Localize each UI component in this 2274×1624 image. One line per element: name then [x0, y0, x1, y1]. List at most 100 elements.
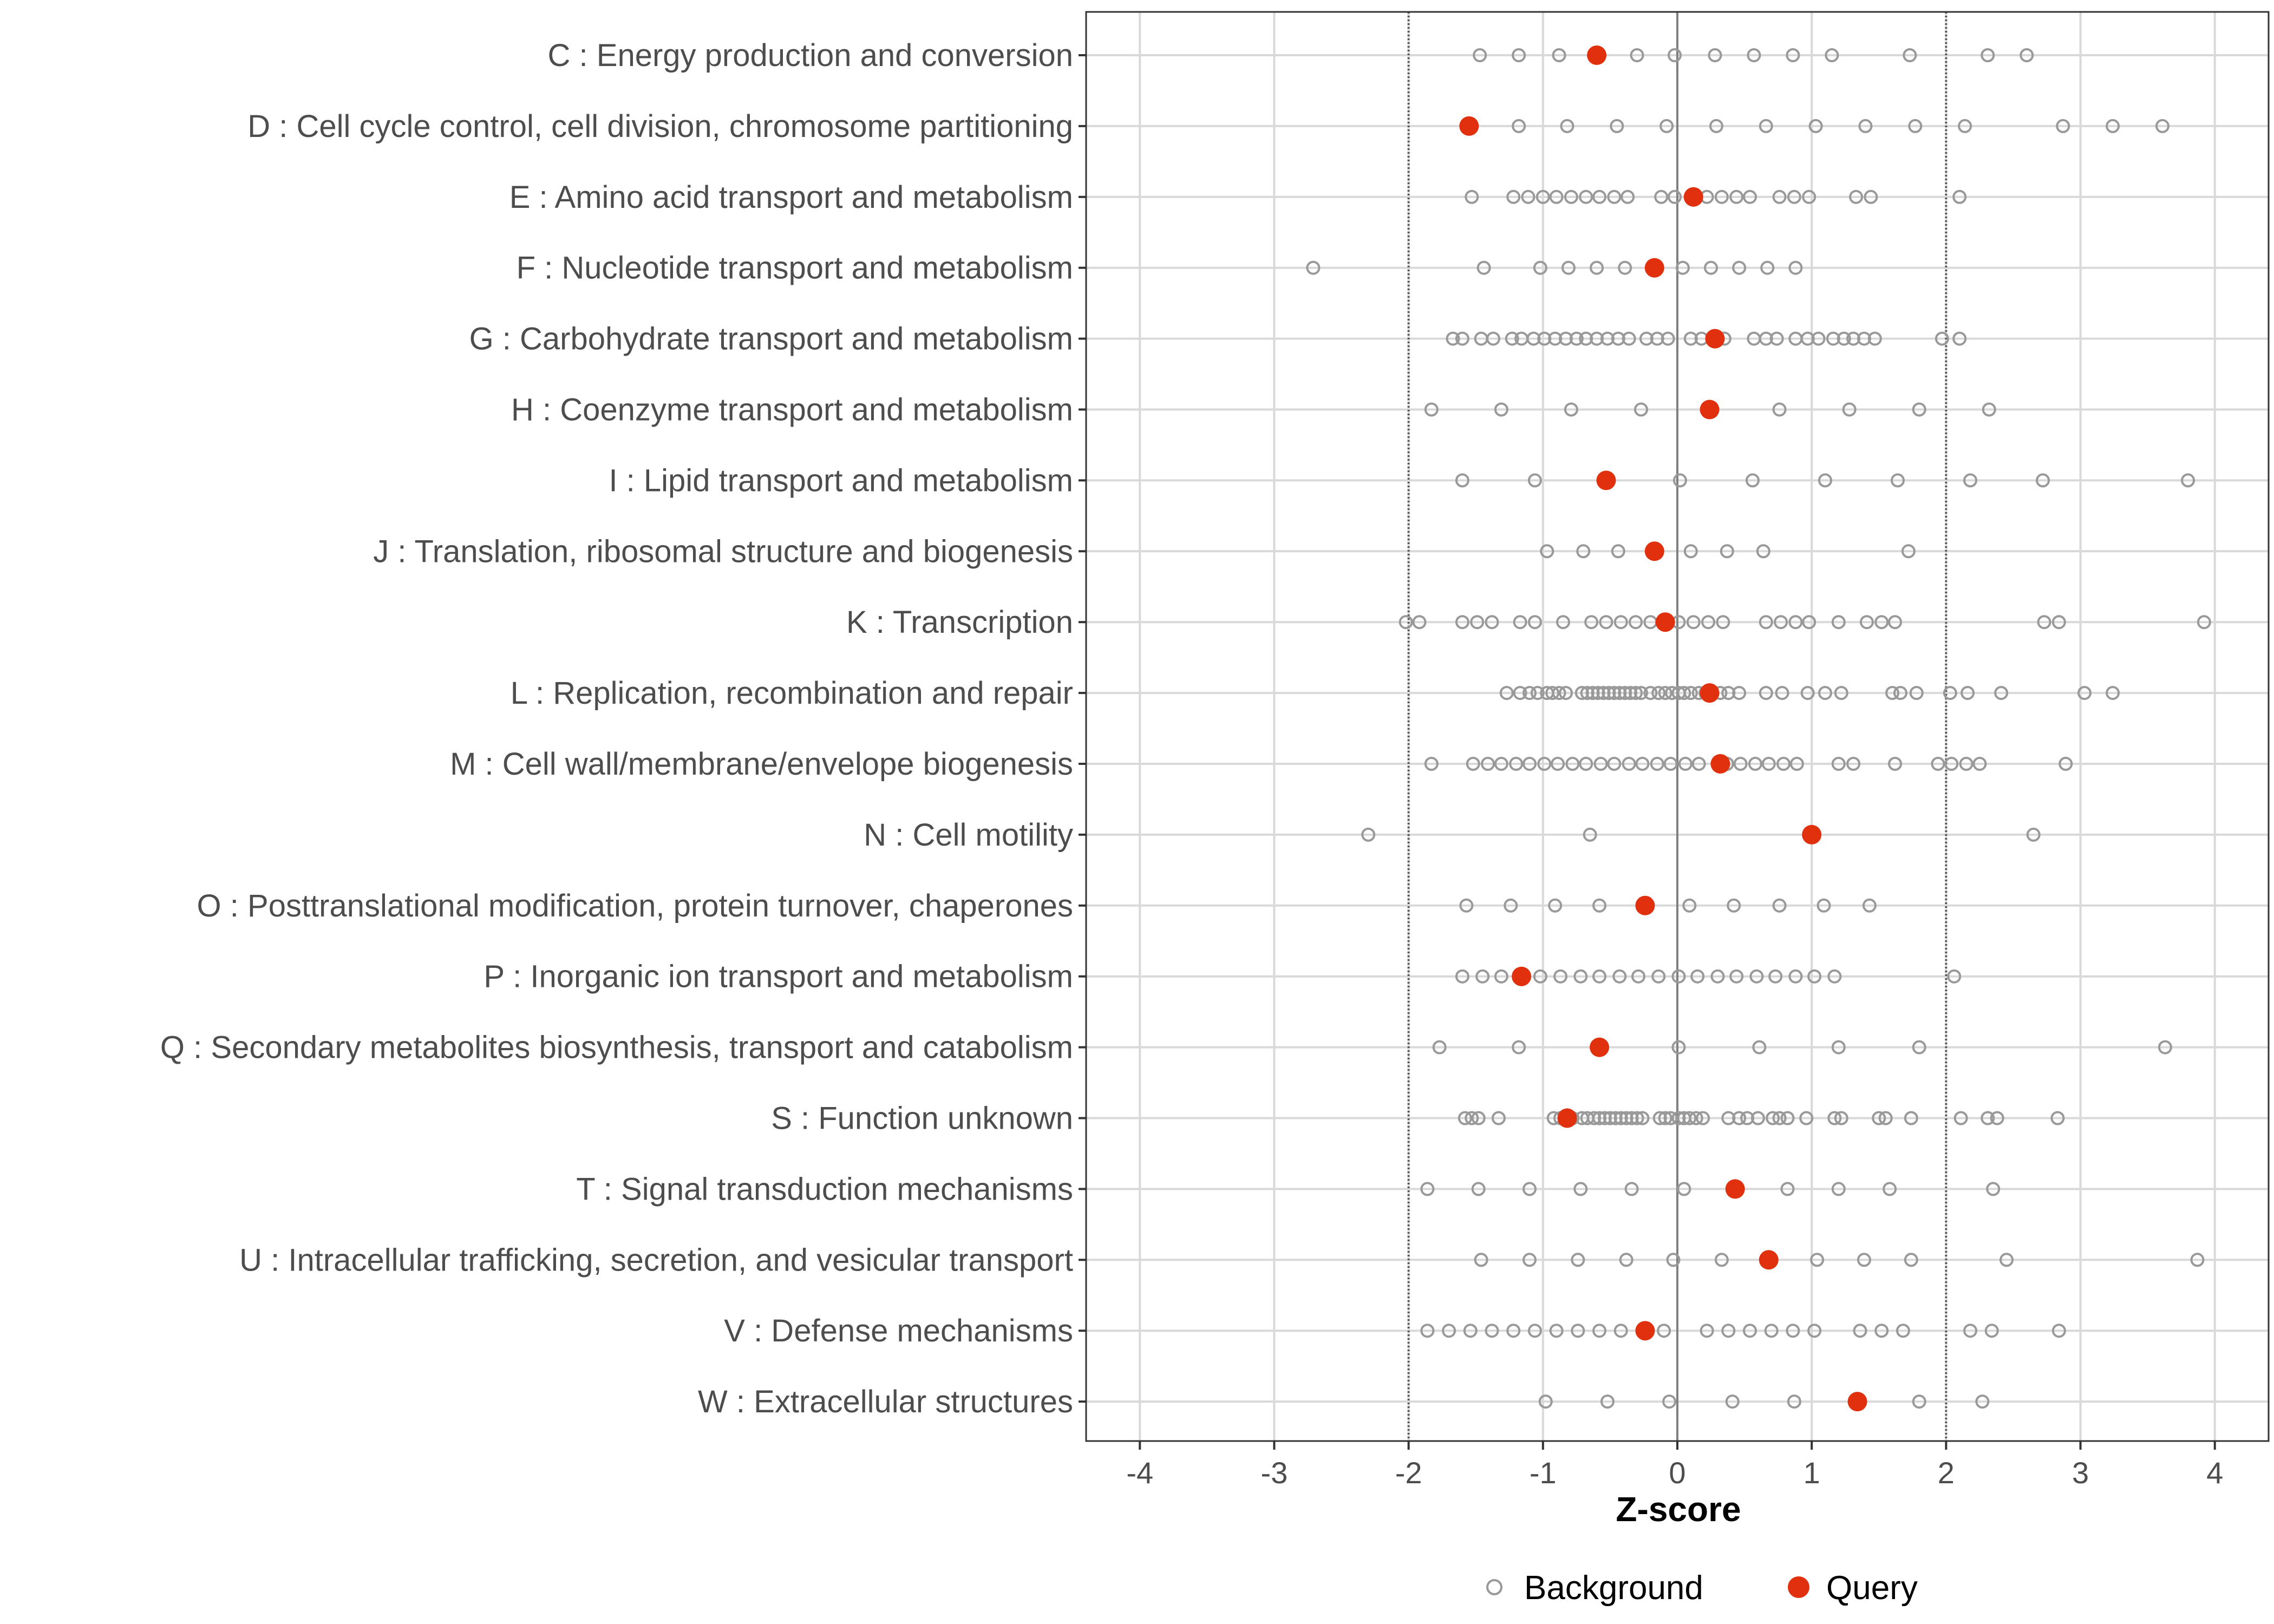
background-point [1459, 898, 1474, 913]
background-point [1721, 1324, 1736, 1338]
background-point [1635, 757, 1650, 771]
background-point [1564, 189, 1578, 204]
query-point [1557, 1108, 1577, 1128]
background-point [1811, 331, 1826, 346]
background-point [1772, 402, 1787, 417]
background-point [2059, 757, 2073, 771]
reference-lines [1407, 12, 1948, 1441]
background-point [1958, 119, 1972, 133]
background-point [1834, 1111, 1848, 1125]
background-point [1677, 686, 1691, 700]
background-point [1633, 402, 1648, 417]
background-point [1412, 615, 1427, 630]
background-point [1643, 686, 1658, 700]
query-point [1683, 187, 1703, 207]
background-point [1629, 686, 1643, 700]
background-point [1592, 189, 1607, 204]
background-point [1603, 1111, 1617, 1125]
background-point [1473, 48, 1487, 62]
background-point [1826, 331, 1840, 346]
background-point [1903, 48, 1917, 62]
background-point [1952, 189, 1967, 204]
category-label: D : Cell cycle control, cell division, c… [247, 109, 1073, 144]
background-point [1537, 757, 1552, 771]
background-point [1592, 1111, 1607, 1125]
background-point [1432, 1040, 1447, 1055]
category-label: U : Intracellular trafficking, secretion… [239, 1242, 1073, 1278]
background-point [1619, 1253, 1633, 1267]
background-point [1620, 189, 1635, 204]
background-point [1455, 331, 1469, 346]
query-point [1587, 45, 1607, 65]
background-point [1972, 757, 1987, 771]
background-point [2056, 119, 2070, 133]
background-point [1729, 969, 1744, 984]
background-point [1579, 189, 1593, 204]
background-point [1769, 331, 1784, 346]
background-point [1740, 1111, 1755, 1125]
background-point [1624, 1111, 1639, 1125]
background-point [1825, 48, 1839, 62]
background-point [1662, 1394, 1677, 1409]
background-point [1986, 1182, 2001, 1196]
background-point [1571, 1324, 1585, 1338]
background-point [1596, 686, 1611, 700]
background-point [1893, 686, 1907, 700]
background-point [1867, 331, 1882, 346]
background-point [1560, 119, 1574, 133]
background-point [1759, 686, 1773, 700]
query-point [1596, 470, 1616, 490]
background-point [1622, 757, 1636, 771]
background-point [1564, 402, 1578, 417]
background-point [1857, 331, 1871, 346]
category-label: P : Inorganic ion transport and metaboli… [483, 959, 1073, 994]
background-point [1721, 686, 1736, 700]
background-point [1521, 189, 1535, 204]
background-point [1690, 969, 1705, 984]
background-point [1675, 260, 1690, 275]
background-point [1569, 331, 1584, 346]
background-point [1750, 1111, 1765, 1125]
x-tick-label: -1 [1530, 1456, 1557, 1490]
background-point [1686, 615, 1701, 630]
background-point [1912, 1394, 1926, 1409]
background-point [1725, 1394, 1740, 1409]
background-point [1455, 969, 1469, 984]
background-point [1682, 898, 1697, 913]
background-point [1651, 686, 1666, 700]
background-point [1494, 402, 1508, 417]
background-point [1593, 757, 1608, 771]
background-point [1994, 686, 2009, 700]
query-point [1847, 1392, 1867, 1412]
background-point [1630, 1111, 1644, 1125]
background-point [1597, 1111, 1612, 1125]
background-point [2197, 615, 2211, 630]
background-point [1424, 757, 1439, 771]
background-point [1842, 402, 1857, 417]
background-point [1494, 969, 1508, 984]
background-point [1559, 686, 1573, 700]
background-point [1944, 757, 1959, 771]
background-point [1807, 969, 1822, 984]
background-point [1682, 1111, 1697, 1125]
background-point [1788, 260, 1803, 275]
background-point [2106, 119, 2120, 133]
category-label: H : Coenzyme transport and metabolism [511, 392, 1073, 428]
background-point [1629, 615, 1643, 630]
background-point [1912, 1040, 1926, 1055]
background-point [1506, 1324, 1521, 1338]
category-label: L : Replication, recombination and repai… [511, 676, 1073, 711]
query-point [1635, 1321, 1655, 1341]
background-point [1768, 969, 1783, 984]
background-point [1552, 686, 1566, 700]
background-point [1471, 1111, 1486, 1125]
background-point [1677, 1182, 1691, 1196]
legend-query-label: Query [1826, 1569, 1918, 1607]
background-point [1600, 331, 1615, 346]
background-point [1612, 686, 1627, 700]
category-label: S : Function unknown [771, 1101, 1073, 1136]
background-point [2106, 686, 2120, 700]
category-label: E : Amino acid transport and metabolism [509, 180, 1073, 215]
background-point [1579, 331, 1593, 346]
